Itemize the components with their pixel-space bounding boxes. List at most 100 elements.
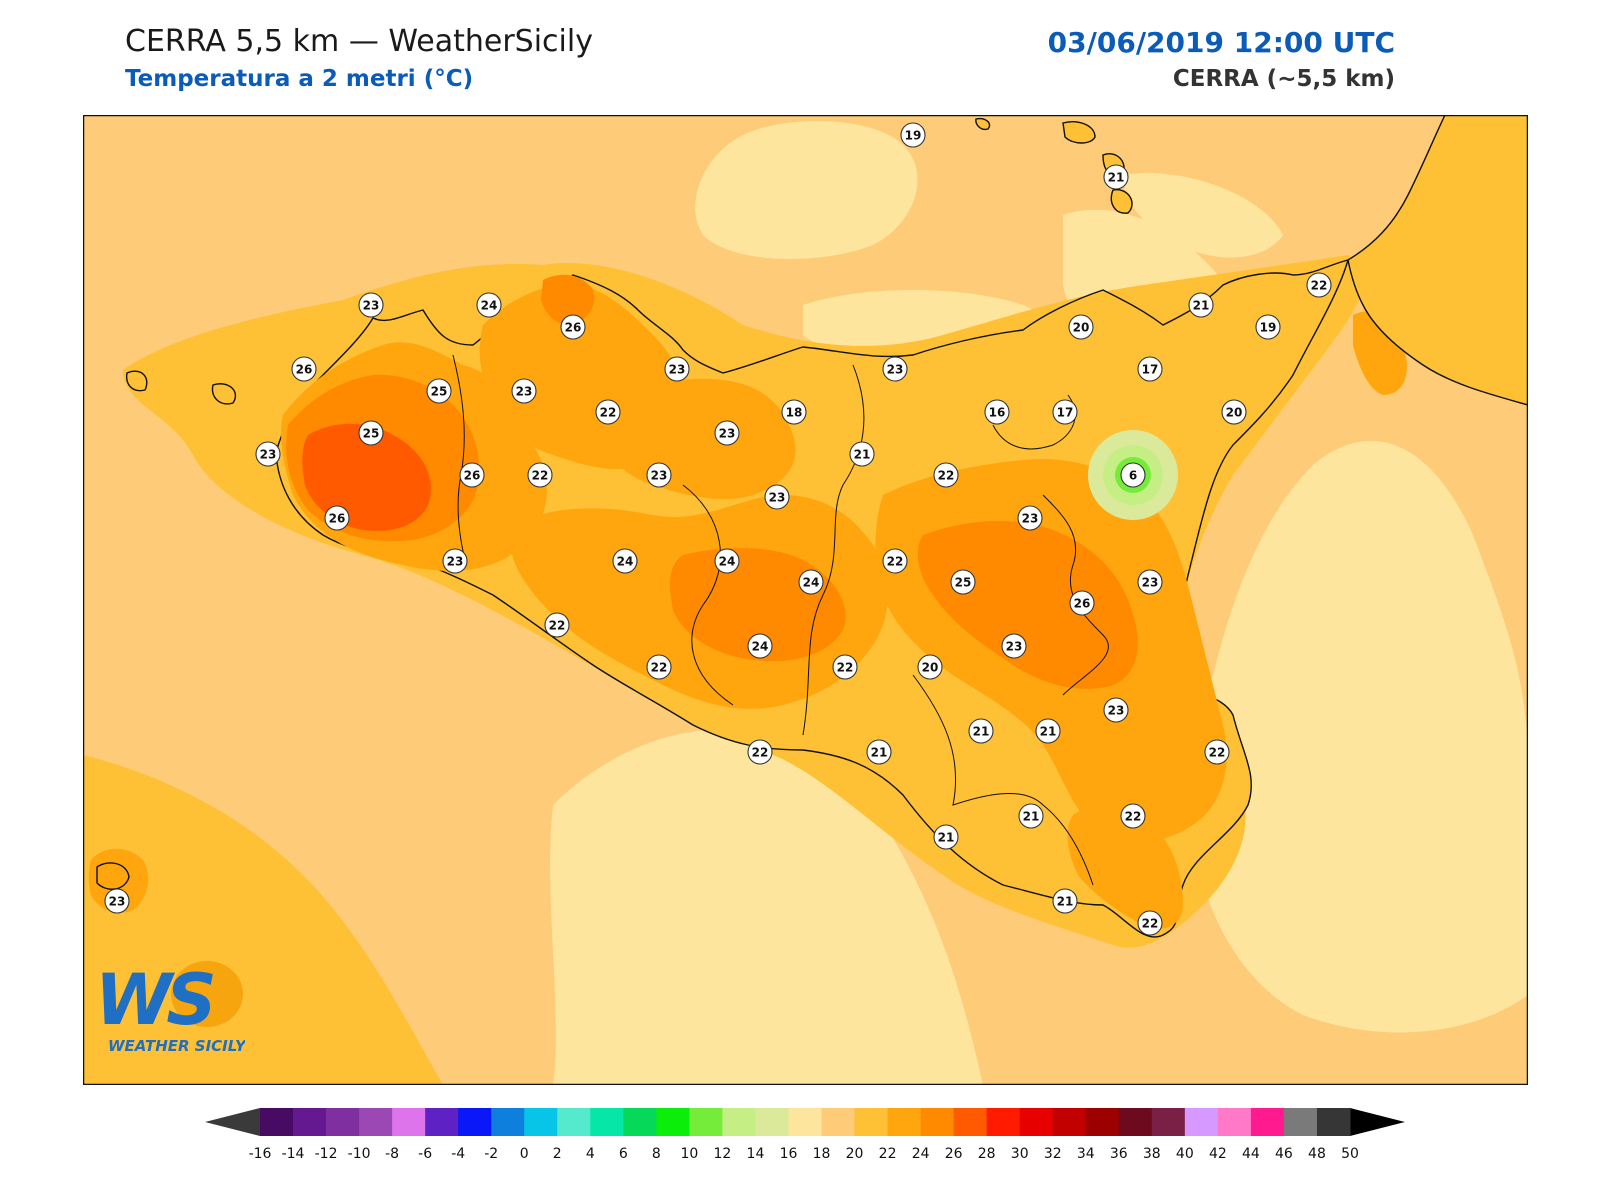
station-bubble xyxy=(1137,569,1163,595)
station-value: 23 xyxy=(109,895,126,909)
station-bubble xyxy=(459,462,485,488)
colorbar-tick-label: -16 xyxy=(249,1146,272,1162)
station-value: 23 xyxy=(651,469,668,483)
station-marker: 23 xyxy=(764,484,790,510)
station-bubble xyxy=(1001,633,1027,659)
station-marker: 22 xyxy=(1120,803,1146,829)
station-marker: 24 xyxy=(747,633,773,659)
temperature-colorbar: -16 -14 -12 -10 -8 -6 -4 -2 0 2 4 6 8 10 12 14 16 18 20 22 2… xyxy=(205,1108,1405,1168)
station-bubble xyxy=(646,654,672,680)
colorbar-cell xyxy=(326,1108,360,1136)
station-marker: 25 xyxy=(950,569,976,595)
station-marker: 21 xyxy=(1018,803,1044,829)
station-value: 19 xyxy=(1260,321,1277,335)
station-value: 23 xyxy=(260,448,277,462)
station-marker: 18 xyxy=(781,399,807,425)
station-bubble xyxy=(1103,697,1129,723)
station-value: 25 xyxy=(431,385,448,399)
logo-text: WEATHER SICILY xyxy=(108,1037,245,1055)
station-value: 23 xyxy=(1006,640,1023,654)
colorbar-tick-label: 36 xyxy=(1110,1146,1128,1162)
station-value: 21 xyxy=(854,448,871,462)
colorbar-cell xyxy=(854,1108,889,1136)
station-marker: 21 xyxy=(1052,888,1078,914)
station-marker: 22 xyxy=(882,548,908,574)
station-value: 22 xyxy=(1311,279,1328,293)
station-marker: 23 xyxy=(1137,569,1163,595)
station-bubble xyxy=(255,441,281,467)
station-marker: 22 xyxy=(544,612,570,638)
station-bubble xyxy=(882,548,908,574)
station-value: 22 xyxy=(752,746,769,760)
station-value: 21 xyxy=(973,725,990,739)
station-bubble xyxy=(358,420,384,446)
station-marker: 26 xyxy=(324,505,350,531)
station-bubble xyxy=(781,399,807,425)
station-bubble xyxy=(595,399,621,425)
colorbar-tick-label: 30 xyxy=(1011,1146,1029,1162)
station-bubble xyxy=(646,462,672,488)
station-marker: 20 xyxy=(917,654,943,680)
station-marker: 22 xyxy=(933,462,959,488)
station-value: 25 xyxy=(955,576,972,590)
colorbar-cell xyxy=(359,1108,393,1136)
station-marker: 25 xyxy=(426,378,452,404)
station-bubble xyxy=(324,505,350,531)
station-marker: 19 xyxy=(900,122,926,148)
station-bubble xyxy=(714,548,740,574)
colorbar-tick-label: 0 xyxy=(520,1146,529,1162)
station-marker: 24 xyxy=(612,548,638,574)
forecast-datetime: 03/06/2019 12:00 UTC xyxy=(1047,26,1395,59)
station-marker: 21 xyxy=(866,739,892,765)
station-value: 21 xyxy=(1040,725,1057,739)
station-value: 23 xyxy=(719,427,736,441)
colorbar-cell xyxy=(1019,1108,1054,1136)
station-value: 26 xyxy=(296,363,313,377)
station-marker: 21 xyxy=(968,718,994,744)
station-marker: 23 xyxy=(511,378,537,404)
colorbar-tick-label: 4 xyxy=(586,1146,595,1162)
station-bubble xyxy=(1103,164,1129,190)
station-marker: 20 xyxy=(1221,399,1247,425)
station-marker: 24 xyxy=(714,548,740,574)
station-marker: 23 xyxy=(1001,633,1027,659)
station-bubble xyxy=(866,739,892,765)
temperature-map[interactable]: 19 21 23 24 26 22 21 20 19 26 25 23 23 23 17 25 22 18 16 17… xyxy=(83,115,1528,1085)
colorbar-cell xyxy=(392,1108,426,1136)
map-subtitle: Temperatura a 2 metri (°C) xyxy=(125,66,474,92)
station-bubble xyxy=(664,356,690,382)
station-marker: 26 xyxy=(560,314,586,340)
province-border-south xyxy=(912,674,1094,886)
colorbar-tick-label: 28 xyxy=(978,1146,996,1162)
colorbar-tick-label: -10 xyxy=(348,1146,371,1162)
station-bubble xyxy=(714,420,740,446)
station-bubble xyxy=(1221,399,1247,425)
station-value: 22 xyxy=(1142,917,1159,931)
station-value: 17 xyxy=(1142,363,1159,377)
station-marker: 17 xyxy=(1137,356,1163,382)
station-bubble xyxy=(832,654,858,680)
station-value: 22 xyxy=(1125,810,1142,824)
colorbar-cell xyxy=(623,1108,657,1136)
cool-sea-east xyxy=(1189,440,1528,1033)
colorbar-cell xyxy=(1250,1108,1285,1136)
station-bubble xyxy=(933,462,959,488)
colorbar-cell xyxy=(986,1108,1021,1136)
colorbar-tick-label: -4 xyxy=(451,1146,465,1162)
station-bubble xyxy=(1255,314,1281,340)
station-marker: 17 xyxy=(1052,399,1078,425)
station-marker: 23 xyxy=(714,420,740,446)
station-bubble xyxy=(984,399,1010,425)
colorbar-tick-label: -2 xyxy=(484,1146,498,1162)
colorbar-cell xyxy=(887,1108,922,1136)
station-marker: 22 xyxy=(1137,910,1163,936)
station-marker: 23 xyxy=(646,462,672,488)
island-aeolian-1 xyxy=(1062,121,1096,144)
station-marker: 24 xyxy=(476,292,502,318)
station-value: 19 xyxy=(905,129,922,143)
station-bubble xyxy=(358,292,384,318)
colorbar-cell xyxy=(1217,1108,1252,1136)
station-marker: 24 xyxy=(798,569,824,595)
island-aeolian-3 xyxy=(1110,189,1133,214)
island-egadi-2 xyxy=(211,383,237,405)
